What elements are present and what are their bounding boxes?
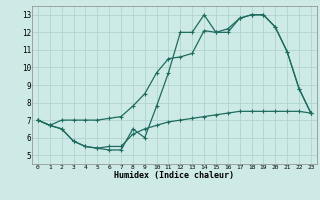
X-axis label: Humidex (Indice chaleur): Humidex (Indice chaleur) [115,171,234,180]
